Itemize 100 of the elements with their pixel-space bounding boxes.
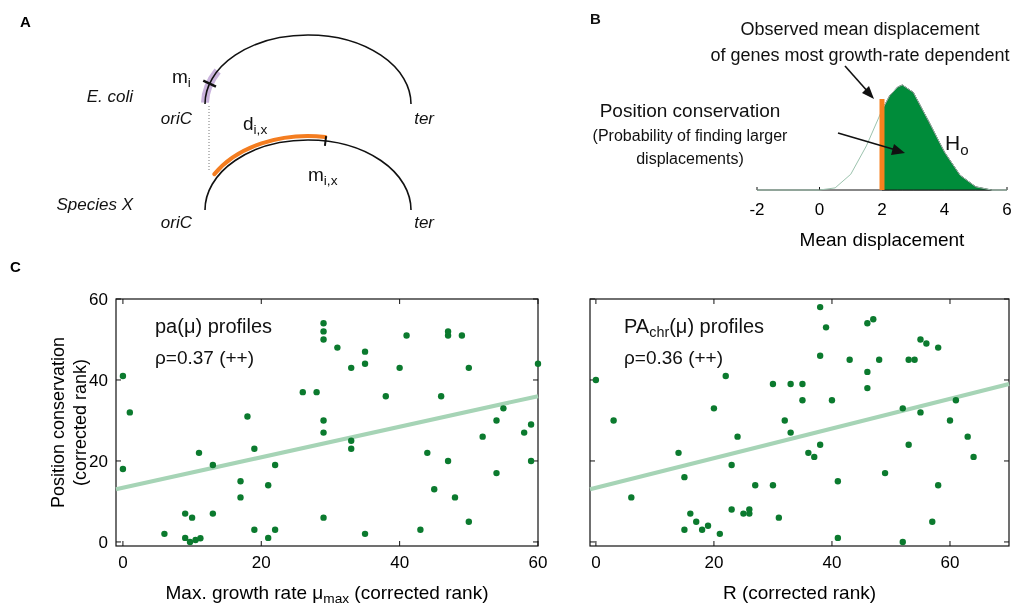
point: [403, 332, 410, 339]
point: [875, 356, 883, 363]
point: [424, 449, 431, 457]
point: [271, 461, 279, 469]
x-tick-label: 0: [118, 553, 128, 572]
text: displacements): [636, 150, 744, 167]
point: [431, 486, 438, 493]
point: [905, 356, 912, 363]
point: [265, 482, 272, 489]
point: [769, 380, 777, 388]
annotation: H$_{o}$: [945, 131, 969, 158]
text: B: [590, 10, 601, 27]
point: [864, 320, 871, 327]
point: [361, 530, 369, 538]
point: [846, 356, 853, 363]
point: [905, 441, 912, 448]
text: Species X: [56, 195, 134, 214]
text: oriC: [160, 109, 193, 128]
x-tick-label: 40: [390, 553, 410, 572]
point: [899, 538, 906, 546]
point: [740, 510, 747, 517]
text: A: [20, 13, 31, 30]
point: [181, 510, 189, 517]
point: [923, 340, 930, 347]
point: [716, 530, 724, 538]
point: [500, 405, 507, 412]
point: [911, 356, 918, 363]
point: [313, 388, 320, 396]
point: [299, 388, 306, 396]
point: [728, 461, 735, 469]
point: [348, 437, 355, 444]
point: [929, 518, 936, 525]
point: [382, 392, 389, 400]
point: [458, 332, 466, 339]
point: [237, 478, 244, 485]
point: [787, 429, 794, 436]
point: [527, 457, 535, 465]
point: [864, 384, 871, 392]
point: [881, 469, 889, 477]
x-tick-label: 0: [591, 553, 601, 572]
x-tick-label: 2: [877, 200, 887, 219]
point: [320, 429, 327, 436]
point: [946, 417, 954, 424]
point: [675, 449, 682, 457]
point: [493, 417, 500, 424]
y-tick-label: 60: [89, 290, 108, 309]
text: of genes most growth-rate dependent: [710, 45, 1010, 65]
point: [209, 510, 217, 517]
point: [126, 409, 134, 416]
point: [816, 303, 824, 311]
chart-title: C: [10, 258, 21, 275]
point: [161, 530, 168, 538]
point: [934, 344, 942, 351]
y-tick-label: 0: [98, 532, 108, 552]
point: [320, 417, 327, 424]
point: [816, 441, 824, 448]
point: [787, 380, 794, 388]
x-tick-label: 20: [704, 553, 724, 572]
point: [681, 473, 688, 481]
text: ter: [414, 213, 436, 232]
point: [834, 478, 842, 485]
point: [704, 522, 712, 529]
x-tick-label: -2: [749, 200, 765, 219]
annotation: ρ=0.36 (++): [624, 347, 724, 368]
point: [799, 380, 806, 388]
x-tick-label: 20: [251, 553, 271, 572]
point: [781, 417, 788, 424]
point: [195, 449, 203, 457]
point: [271, 526, 279, 533]
point: [465, 364, 473, 372]
point: [251, 445, 258, 453]
x-axis-title: Max. growth rate μ$_{max}$ (corrected rank): [165, 582, 489, 607]
x-tick-label: 60: [528, 553, 548, 572]
point: [320, 514, 327, 521]
point: [864, 368, 871, 376]
point: [444, 457, 452, 465]
point: [361, 348, 369, 355]
point: [520, 429, 528, 436]
point: [265, 534, 272, 542]
point: [119, 465, 127, 473]
x-tick-label: 40: [822, 553, 842, 572]
point: [734, 433, 741, 440]
point: [964, 433, 971, 440]
point: [628, 494, 635, 501]
point: [197, 535, 204, 542]
y-axis-title: Position conservation (corrected rank): [48, 336, 90, 509]
point: [811, 453, 818, 461]
point: [527, 421, 535, 428]
point: [119, 372, 127, 380]
point: [334, 344, 341, 351]
point: [493, 469, 500, 477]
point: [437, 392, 445, 400]
annotation: pa(μ) profiles: [155, 315, 273, 337]
y-tick-label: 20: [89, 451, 108, 471]
point: [728, 506, 735, 513]
x-tick-label: 60: [940, 553, 960, 572]
point: [361, 360, 369, 367]
point: [752, 482, 759, 489]
text: Observed mean displacement: [740, 19, 980, 39]
text: ter: [414, 109, 436, 128]
